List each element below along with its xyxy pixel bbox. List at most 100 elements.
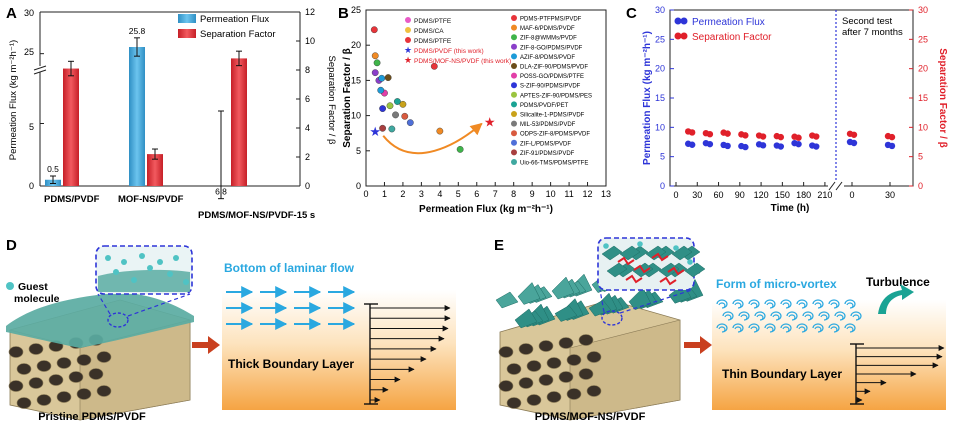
vortex-swirl — [780, 299, 792, 309]
c-point-separation — [688, 129, 696, 136]
b-ytick-label: 25 — [351, 5, 361, 15]
d-zoom-origin — [107, 312, 129, 328]
mof-nanosheet — [628, 287, 652, 311]
a-bar-separation — [231, 58, 247, 186]
b-xtick-label: 10 — [546, 189, 556, 199]
d-red-arrow — [192, 336, 220, 354]
pore — [56, 391, 72, 403]
b-point — [370, 26, 378, 34]
b-legend-right-marker — [511, 149, 517, 156]
b-legend-left-label: PDMS/PVDF (this work) — [414, 48, 484, 55]
c-point-flux-second — [850, 139, 858, 147]
b-ytick-label: 5 — [356, 146, 361, 156]
c-annotation-line-2: after 7 months — [842, 27, 903, 38]
panel-a: A 30 25 5 0 0 2 4 6 8 10 12 Permeation Flux (k… — [6, 5, 337, 221]
d-membrane-illustration — [6, 292, 194, 421]
b-point — [384, 74, 392, 81]
a-legend-swatch-flux — [178, 14, 196, 23]
pore — [48, 374, 64, 386]
c-ytick-label: 20 — [655, 64, 665, 74]
d-laminar-arrows — [226, 286, 356, 330]
c-y2tick-label: 30 — [918, 5, 928, 15]
c-y2tick-label: 20 — [918, 64, 928, 74]
b-xtick-label: 2 — [400, 189, 405, 199]
b-point — [393, 98, 401, 105]
c-points — [684, 128, 896, 151]
zoom-mof-sheet — [645, 245, 667, 261]
b-legend-left-label: PDMS/MOF-NS/PVDF (this work) — [414, 58, 511, 65]
vortex-swirl — [716, 299, 728, 309]
a-ytick-5: 5 — [29, 122, 34, 132]
vortex-swirl — [796, 299, 808, 309]
c-xtick-label: 30 — [692, 190, 702, 200]
b-xtick-label: 0 — [363, 189, 368, 199]
d-guest-label-1: Guest — [18, 281, 48, 293]
b-legend-right-label: Uio-66-TMS/PDMS/PTFE — [520, 161, 588, 167]
b-legend-right-label: DLA-ZIF-90/PDMS/PVDF — [520, 65, 588, 71]
c-point-flux — [706, 140, 714, 148]
b-point — [378, 74, 386, 82]
panel-e: E PDMS/MOF-NS/PVDF Form of micro-vortex … — [494, 237, 946, 423]
d-caption: Pristine PDMS/PVDF — [38, 411, 146, 423]
a-bar-label: 0.5 — [47, 164, 59, 174]
c-xtick-label: 210 — [817, 190, 832, 200]
zoom-channel-mark — [651, 252, 669, 262]
c-axis-break — [828, 181, 844, 191]
b-legend-right-marker — [511, 24, 517, 31]
a-legend-flux: Permeation Flux — [200, 14, 269, 25]
guest-molecule — [147, 265, 153, 271]
b-legend-left-marker: ★ — [404, 45, 412, 55]
a-bar-flux — [129, 47, 145, 186]
a-ytick-0: 0 — [29, 181, 34, 191]
pore — [526, 394, 542, 406]
pore — [538, 340, 554, 352]
panel-label-b: B — [338, 5, 349, 22]
c-y2-ticks: 0 5 10 15 20 25 30 — [909, 5, 928, 191]
d-velocity-profile — [364, 303, 451, 405]
pore — [518, 377, 534, 389]
a-ytick-25: 25 — [24, 47, 34, 57]
vortex-swirl — [748, 323, 760, 333]
b-legend-right-label: PDMS-PTFPMS/PVDF — [520, 17, 582, 23]
e-flow-title: Form of micro-vortex — [716, 277, 837, 291]
a-y2tick-label: 10 — [305, 36, 315, 46]
b-xtick-label: 13 — [601, 189, 611, 199]
b-point — [430, 62, 438, 70]
pore — [56, 357, 72, 369]
b-xtick-label: 6 — [474, 189, 479, 199]
a-ytick-30: 30 — [24, 8, 34, 18]
pore — [526, 360, 542, 372]
panel-label-c: C — [626, 5, 637, 22]
e-red-arrow — [684, 336, 712, 354]
c-legend-marker-sep-2 — [680, 32, 688, 40]
zoom-mof-sheet — [601, 245, 623, 261]
c-xlabel: Time (h) — [771, 203, 810, 214]
guest-molecule — [637, 241, 643, 247]
vortex-swirl — [716, 323, 728, 333]
b-xtick-label: 9 — [530, 189, 535, 199]
b-point — [436, 127, 444, 135]
pore — [518, 343, 534, 355]
zoom-channel-mark — [625, 274, 643, 284]
guest-molecule — [105, 255, 111, 261]
e-turbulence-label: Turbulence — [866, 275, 930, 289]
b-point — [371, 52, 379, 60]
pore — [96, 385, 112, 397]
pore — [96, 351, 112, 363]
b-legend-right-marker — [511, 111, 517, 117]
b-ytick-label: 0 — [356, 181, 361, 191]
b-point — [379, 124, 387, 132]
d-zoom-molecules — [105, 253, 189, 285]
c-ytick-label: 0 — [660, 181, 665, 191]
pore — [36, 394, 52, 406]
c-legend-flux: Permeation Flux — [692, 17, 765, 28]
pore — [28, 343, 44, 355]
c-point-flux-second — [888, 142, 896, 150]
c-xtick-label: 60 — [714, 190, 724, 200]
d-pdms-layer — [6, 292, 194, 348]
zoom-mof-sheet — [606, 262, 628, 278]
panel-label-d: D — [6, 237, 17, 254]
a-bar-separation — [147, 154, 163, 186]
a-ylabel: Permeation Flux (kg m⁻²h⁻¹) — [8, 40, 19, 160]
